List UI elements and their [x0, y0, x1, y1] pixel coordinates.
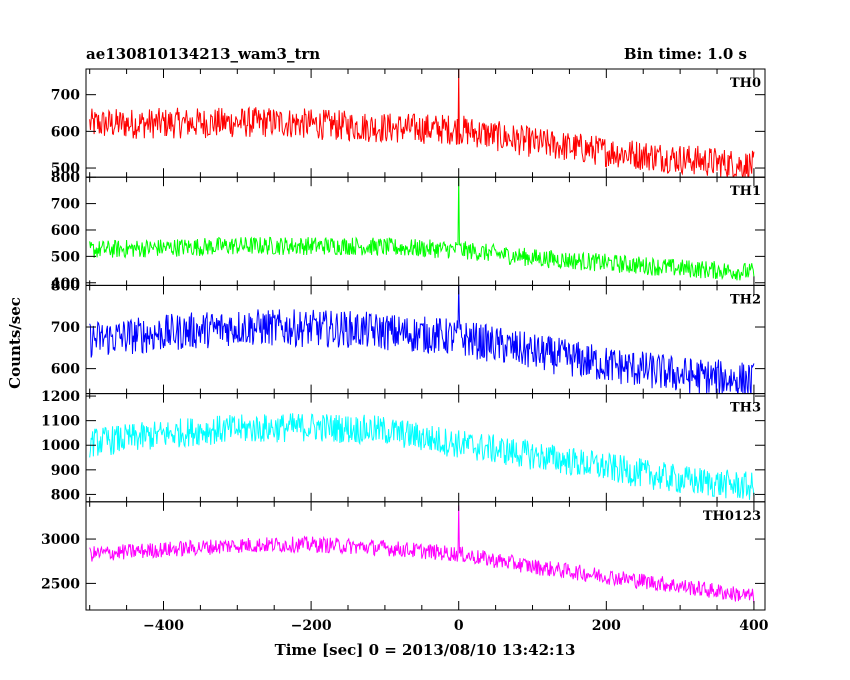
y-tick-label: 600	[51, 223, 80, 239]
x-tick-label: −200	[291, 618, 332, 634]
y-tick-label: 800	[51, 278, 80, 294]
bin-time-label: Bin time: 1.0 s	[623, 45, 747, 63]
series-line-th3	[89, 413, 755, 500]
y-tick-label: 400	[51, 276, 80, 292]
y-tick-label: 3000	[41, 532, 80, 548]
x-tick-label: 0	[454, 618, 464, 634]
y-tick-label: 800	[51, 487, 80, 503]
series-line-th0123	[89, 505, 755, 604]
x-tick-label: 400	[739, 618, 768, 634]
y-tick-label: 600	[51, 362, 80, 378]
y-tick-label: 1200	[41, 389, 80, 405]
panel-frame	[85, 393, 766, 503]
panel-label: TH1	[730, 184, 761, 199]
y-tick-label: 700	[51, 197, 80, 213]
y-tick-label: 2500	[41, 576, 80, 592]
x-tick-label: −400	[143, 618, 184, 634]
y-tick-label: 700	[51, 320, 80, 336]
y-tick-label: 800	[51, 170, 80, 186]
panel-th0123: 2500 3000 TH0123	[41, 501, 766, 611]
y-tick-label: 600	[51, 124, 80, 140]
y-tick-label: 500	[51, 161, 80, 177]
series-line-th0	[89, 69, 755, 178]
panel-label: TH0123	[703, 509, 761, 524]
panel-th2: 600 700 800 TH2	[51, 278, 766, 395]
y-tick-label: 900	[51, 463, 80, 479]
panel-th3: 800 900 1000 1100 1200 TH3	[41, 389, 766, 503]
y-tick-label: 1000	[41, 438, 80, 454]
x-axis-title: Time [sec] 0 = 2013/08/10 13:42:13	[275, 641, 576, 659]
series-line-th1	[89, 177, 755, 281]
panel-frame	[85, 501, 766, 611]
panel-th1: 400 500 600 700 800 TH1	[51, 170, 766, 292]
panel-frame	[85, 176, 766, 286]
header-title: ae130810134213_wam3_trn	[86, 45, 321, 63]
y-tick-label: 1100	[41, 414, 80, 430]
panel-label: TH3	[730, 401, 761, 416]
panel-th0: 500 600 700 TH0	[51, 68, 766, 178]
y-tick-label: 700	[51, 88, 80, 104]
panel-label: TH0	[730, 76, 761, 91]
panel-label: TH2	[730, 292, 761, 307]
x-tick-label: 200	[592, 618, 621, 634]
y-tick-label: 500	[51, 249, 80, 265]
y-axis-title: Counts/sec	[6, 297, 24, 389]
series-line-th2	[89, 285, 755, 394]
